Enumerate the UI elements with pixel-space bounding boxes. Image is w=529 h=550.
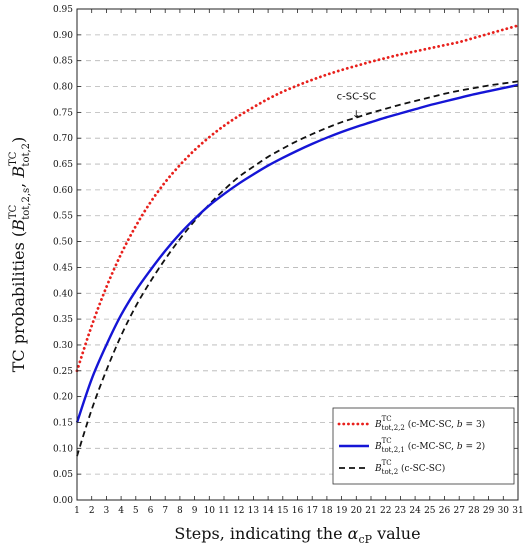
x-tick-label: 2 — [89, 506, 95, 516]
x-tick-label: 6 — [148, 506, 154, 516]
x-tick-label: 27 — [453, 506, 465, 516]
y-tick-label: 0.35 — [53, 315, 73, 325]
legend-entry: BTC tot,2 (c-SC-SC) — [374, 459, 445, 476]
y-tick-label: 0.30 — [53, 341, 73, 351]
y-axis-title: TC probabilities (BTC tot,2,s, BTC tot,2) — [8, 137, 32, 373]
x-tick-label: 18 — [321, 506, 333, 516]
y-tick-label: 0.10 — [53, 444, 73, 454]
y-tick-label: 0.20 — [53, 393, 73, 403]
y-tick-label: 0.70 — [53, 134, 73, 144]
annotations: c-SC-SC ↓ — [337, 92, 376, 121]
y-tick-label: 0.25 — [53, 367, 73, 377]
x-tick-label: 12 — [233, 506, 244, 516]
x-tick-label: 4 — [118, 506, 124, 516]
x-tick-label: 11 — [218, 506, 229, 516]
grid-lines — [77, 34, 518, 475]
x-tick-label: 31 — [512, 506, 523, 516]
y-tick-label: 0.15 — [53, 418, 73, 428]
x-tick-label: 25 — [424, 506, 436, 516]
y-axis-title-s1-base: B — [9, 219, 28, 232]
x-tick-label: 29 — [483, 506, 495, 516]
y-tick-label: 0.75 — [53, 108, 73, 118]
series-line-1 — [75, 83, 519, 423]
x-axis-ticks: 1 2 3 4 5 6 7 8 9 10 11 12 13 14 15 16 17 18 19 20 21 22 23 24 2… — [74, 9, 524, 516]
y-axis-title-s2-sup: TC — [8, 151, 19, 166]
legend-entry: BTC tot,2,2 (c-MC-SC, b = 3) — [374, 415, 485, 432]
y-tick-label: 0.55 — [53, 212, 73, 222]
x-tick-label: 30 — [498, 506, 510, 516]
series-line-2 — [76, 80, 519, 457]
x-axis-title-sub: cP — [358, 533, 372, 546]
legend-entry: BTC tot,2,1 (c-MC-SC, b = 2) — [374, 437, 485, 454]
x-tick-label: 13 — [248, 506, 260, 516]
annotation-label: c-SC-SC — [337, 92, 376, 103]
y-axis-title-prefix: TC probabilities ( — [9, 231, 28, 372]
x-tick-label: 7 — [162, 506, 168, 516]
y-tick-label: 0.45 — [53, 263, 73, 273]
x-tick-label: 22 — [380, 506, 391, 516]
x-axis-title-symbol: α — [348, 524, 359, 543]
annotation-arrow: ↓ — [352, 110, 360, 121]
y-tick-label: 0.95 — [53, 5, 73, 15]
y-tick-label: 0.05 — [53, 470, 73, 480]
y-tick-label: 0.85 — [53, 57, 73, 67]
x-tick-label: 5 — [133, 506, 139, 516]
x-tick-label: 21 — [365, 506, 376, 516]
x-tick-label: 15 — [277, 506, 289, 516]
y-axis-title-sep: , — [9, 178, 28, 188]
x-tick-label: 3 — [104, 506, 110, 516]
x-tick-label: 9 — [192, 506, 198, 516]
x-tick-label: 26 — [439, 506, 451, 516]
y-axis-title-s2-base: B — [9, 166, 28, 179]
series-line-0 — [75, 24, 520, 373]
y-tick-label: 0.50 — [53, 238, 73, 248]
legend: BTC tot,2,2 (c-MC-SC, b = 3) BTC tot,2,1 (c… — [332, 407, 515, 485]
x-tick-label: 17 — [306, 506, 318, 516]
x-tick-label: 19 — [336, 506, 348, 516]
y-axis-title-s2-sub: tot,2 — [21, 143, 32, 167]
y-tick-label: 0.65 — [53, 160, 73, 170]
y-tick-label: 0.90 — [53, 31, 73, 41]
x-axis-title-prefix: Steps, indicating the — [174, 524, 347, 543]
y-tick-label: 0.00 — [53, 496, 73, 506]
x-axis-title: Steps, indicating the αcP value — [174, 524, 420, 546]
x-tick-label: 20 — [351, 506, 363, 516]
x-tick-label: 8 — [177, 506, 183, 516]
x-tick-label: 24 — [409, 506, 421, 516]
x-tick-label: 28 — [468, 506, 480, 516]
x-axis-title-suffix: value — [372, 524, 421, 543]
y-tick-label: 0.80 — [53, 83, 73, 93]
x-tick-label: 23 — [395, 506, 407, 516]
y-tick-label: 0.60 — [53, 186, 73, 196]
x-tick-label: 1 — [74, 506, 80, 516]
y-axis-title-s1-sup: TC — [8, 204, 19, 219]
y-tick-label: 0.40 — [53, 289, 73, 299]
x-tick-label: 10 — [204, 506, 216, 516]
y-axis-title-suffix: ) — [9, 137, 28, 143]
x-tick-label: 14 — [262, 506, 274, 516]
y-axis-ticks: 0.00 0.05 0.10 0.15 0.20 0.25 0.30 0.35 0.40 0.45… — [53, 5, 518, 506]
x-tick-label: 16 — [292, 506, 304, 516]
y-axis-title-s1-sub: tot,2,s — [21, 188, 32, 220]
series-lines — [75, 24, 520, 457]
